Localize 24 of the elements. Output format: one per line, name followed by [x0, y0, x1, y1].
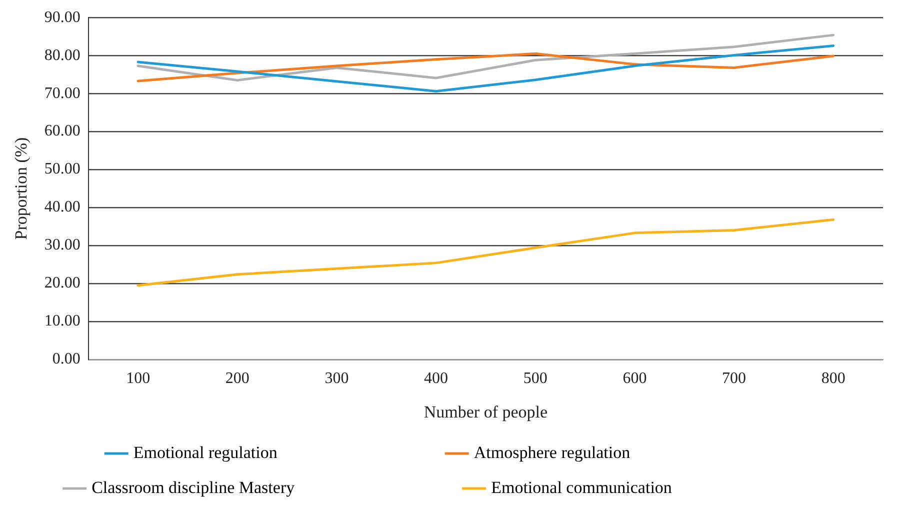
x-tick-label: 400 [424, 370, 448, 388]
x-axis-title: Number of people [424, 402, 548, 422]
x-tick-label: 500 [523, 370, 548, 388]
y-tick-label: 0.00 [52, 350, 80, 368]
legend-label: Emotional communication [491, 478, 825, 497]
y-tick-label: 10.00 [44, 312, 80, 330]
y-axis-title: Proportion (%) [12, 137, 31, 240]
y-tick-label: 20.00 [44, 274, 80, 292]
x-tick-label: 200 [225, 370, 250, 388]
y-tick-label: 90.00 [44, 8, 80, 26]
y-tick-label: 50.00 [44, 160, 80, 178]
legend-label: Emotional regulation [133, 442, 430, 462]
x-tick-label: 100 [126, 370, 150, 388]
x-tick-label: 300 [324, 370, 349, 388]
x-tick-label: 700 [722, 370, 746, 388]
legend-label: Atmosphere regulation [474, 442, 784, 462]
y-tick-label: 30.00 [44, 236, 80, 254]
y-tick-label: 80.00 [44, 46, 80, 64]
x-tick-label: 600 [622, 370, 647, 388]
y-tick-label: 40.00 [44, 198, 80, 216]
y-tick-label: 60.00 [44, 122, 80, 140]
y-tick-label: 70.00 [44, 84, 80, 102]
legend-label: Classroom discipline Mastery [92, 478, 448, 497]
x-tick-label: 800 [821, 370, 846, 388]
